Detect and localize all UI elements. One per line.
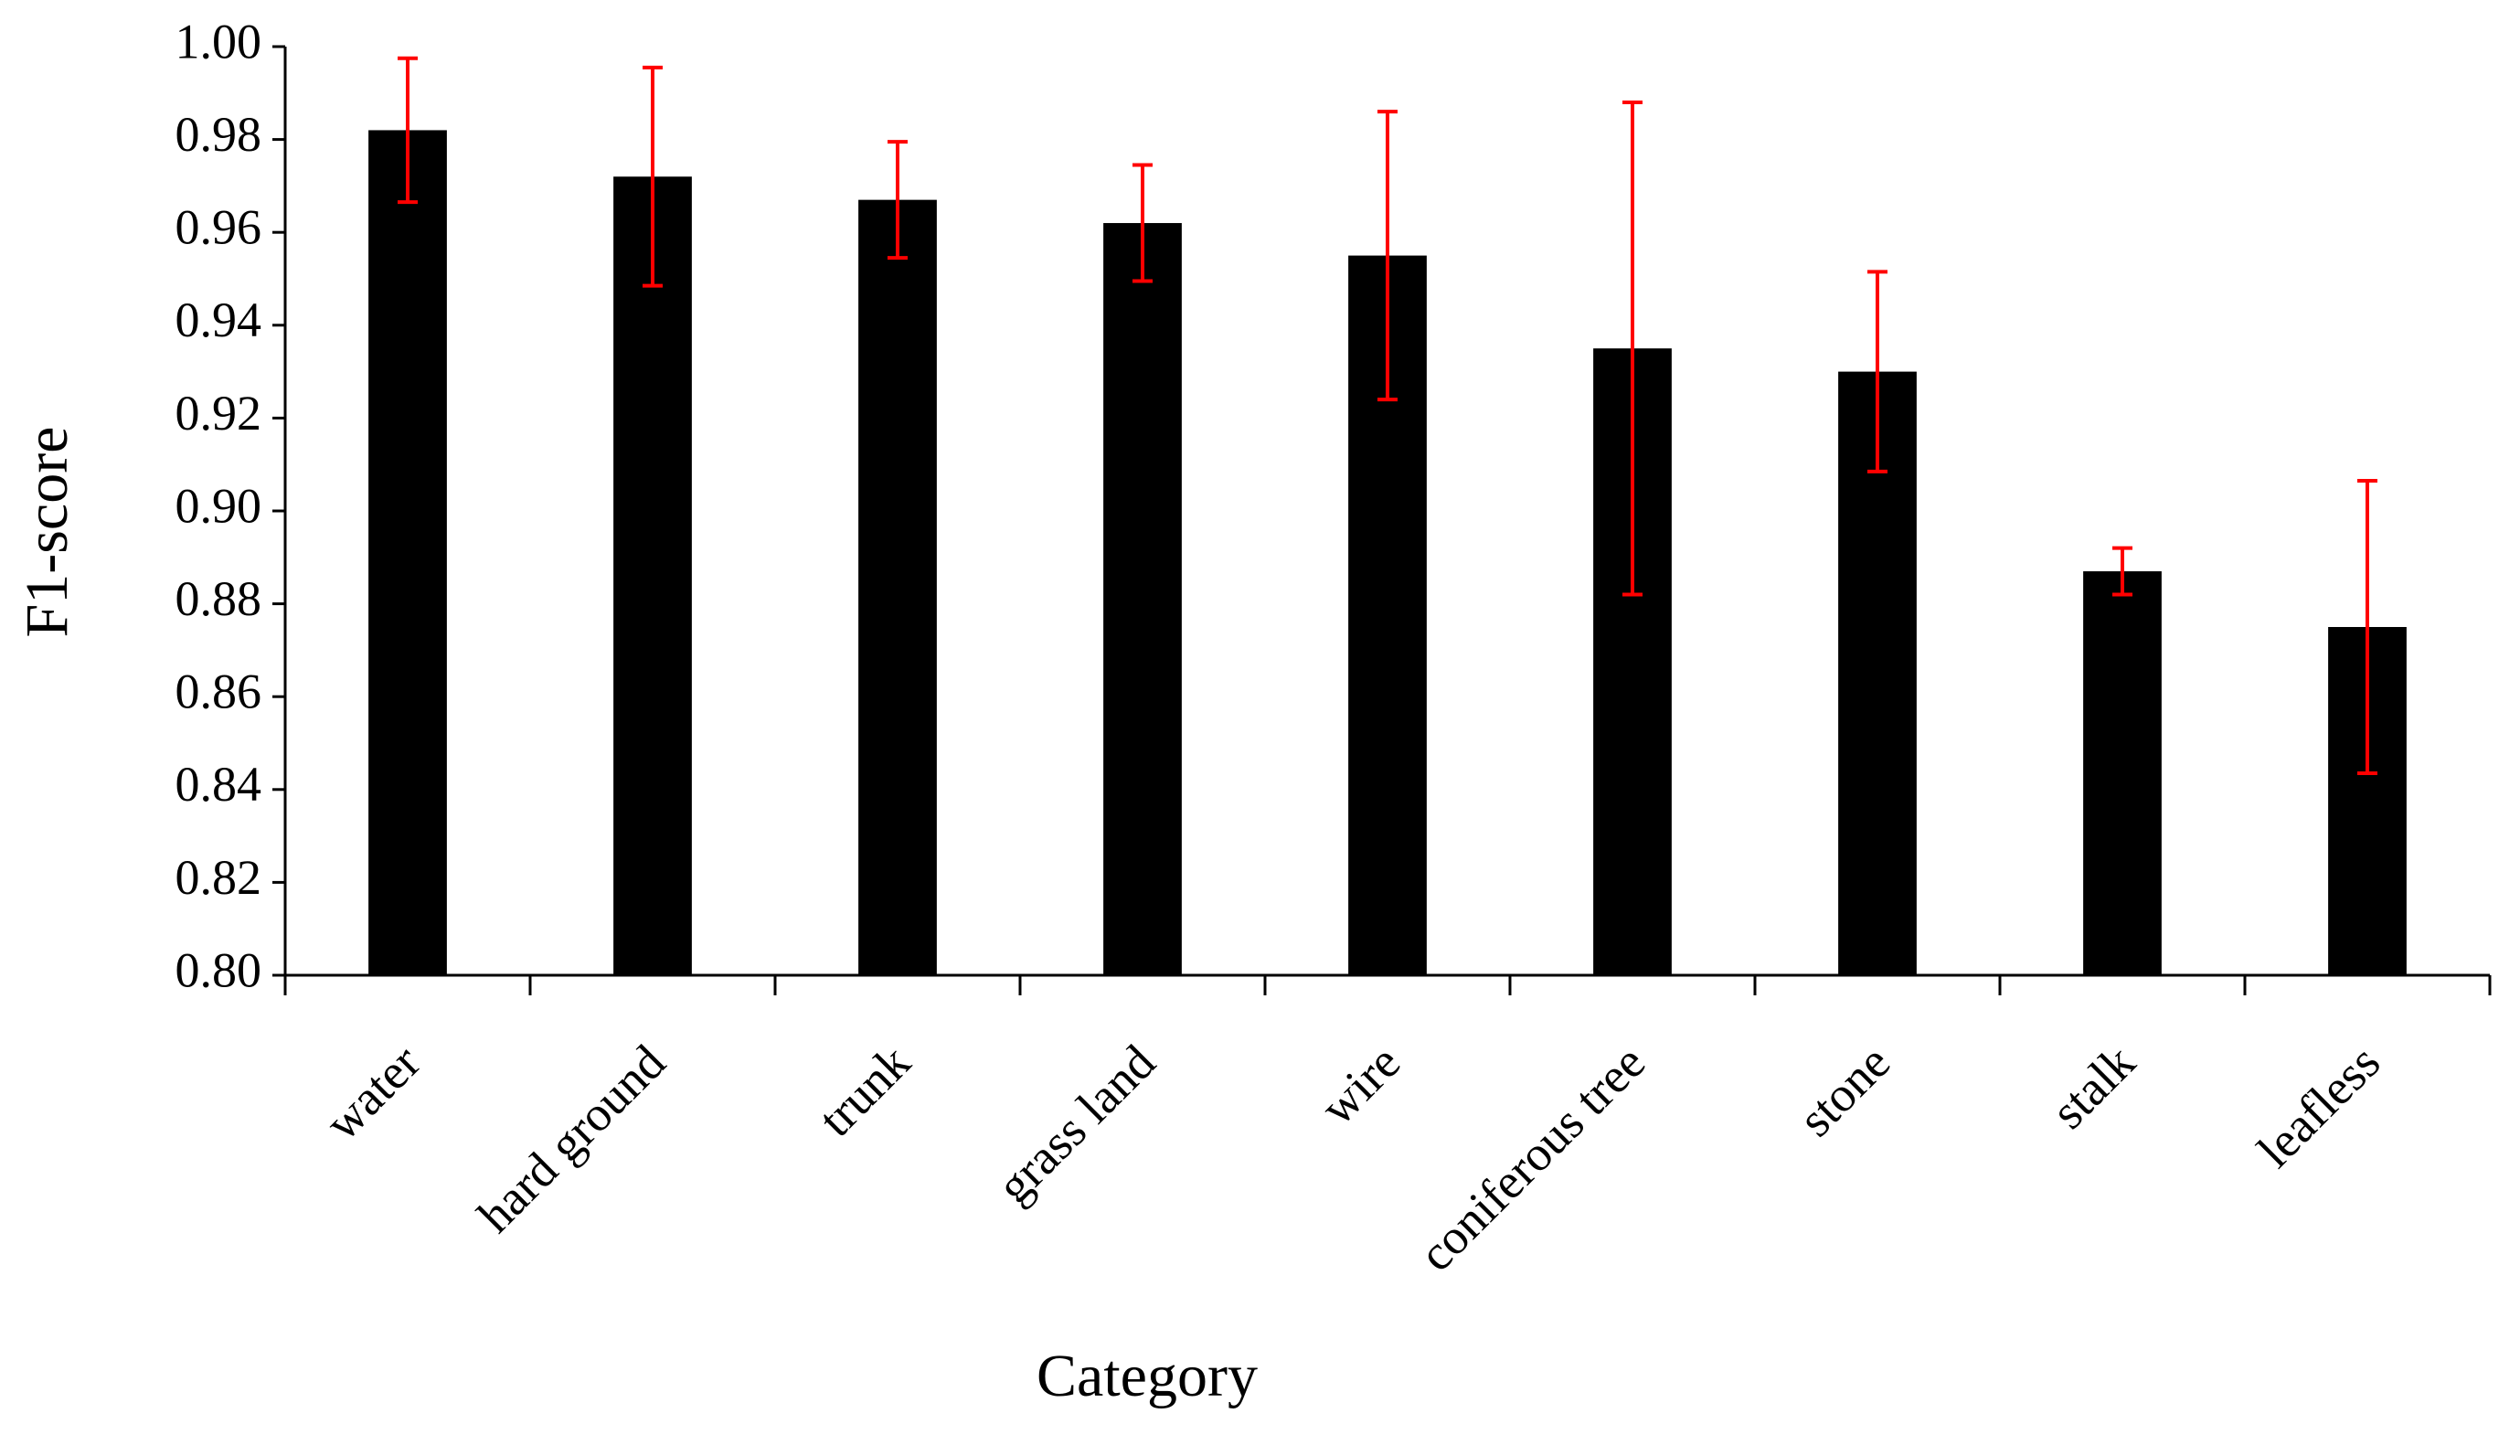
x-tick-label: water	[314, 1035, 431, 1151]
x-tick-label: wire	[1310, 1035, 1410, 1135]
error-bar	[643, 65, 663, 288]
x-axis-label: Category	[1037, 1343, 1258, 1409]
x-tick-label: trunk	[808, 1035, 920, 1147]
y-tick-label: 0.98	[175, 107, 262, 162]
y-tick-label: 0.90	[175, 478, 262, 533]
error-bar	[1867, 270, 1887, 473]
bar	[368, 130, 447, 975]
y-tick-label: 1.00	[175, 14, 262, 69]
error-bar	[2357, 478, 2377, 776]
error-bar	[1622, 100, 1643, 597]
x-tick-label: grass land	[986, 1035, 1165, 1214]
error-bar	[1132, 163, 1153, 283]
x-tick-label: stone	[1788, 1035, 1900, 1147]
y-tick-label: 0.86	[175, 664, 262, 719]
y-axis-label: F1-score	[14, 427, 80, 638]
x-tick-label: coniferous tree	[1409, 1035, 1655, 1281]
bar	[858, 199, 937, 975]
y-tick-label: 0.82	[175, 850, 262, 905]
x-tick-label: stalk	[2041, 1035, 2146, 1140]
y-tick-label: 0.92	[175, 386, 262, 441]
x-tick-label: hard ground	[467, 1035, 675, 1243]
y-tick-label: 0.96	[175, 200, 262, 255]
bar	[1103, 223, 1182, 976]
error-bar	[1377, 110, 1398, 402]
y-tick-label: 0.84	[175, 757, 262, 812]
error-bar	[398, 56, 418, 205]
x-tick-label: leafless	[2247, 1035, 2390, 1178]
error-bar	[888, 140, 908, 260]
bar	[613, 176, 692, 976]
bar	[2083, 571, 2162, 975]
y-tick-label: 0.88	[175, 571, 262, 626]
y-tick-label: 0.80	[175, 942, 262, 997]
error-bar	[2112, 546, 2132, 597]
y-tick-label: 0.94	[175, 292, 262, 347]
